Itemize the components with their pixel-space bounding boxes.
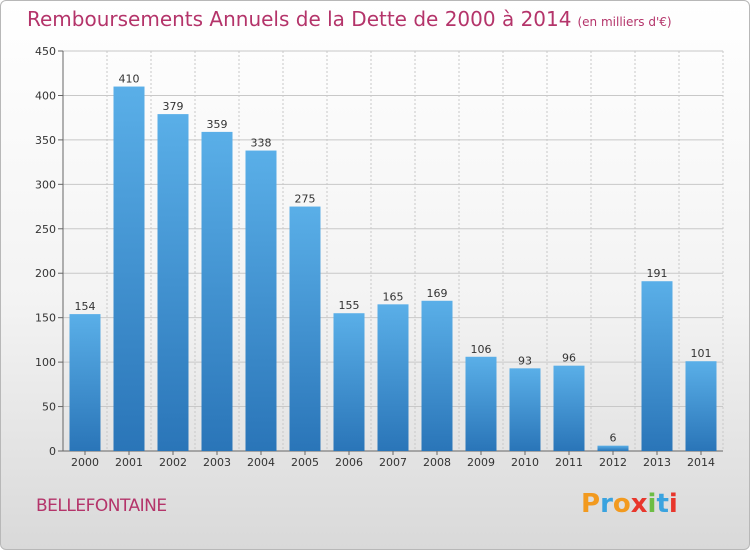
chart-title: Remboursements Annuels de la Dette de 20… — [27, 7, 672, 31]
x-tick-label: 2010 — [511, 456, 539, 469]
x-tick-label: 2014 — [687, 456, 715, 469]
bar-2006 — [333, 313, 365, 451]
x-tick-label: 2013 — [643, 456, 671, 469]
x-tick-label: 2009 — [467, 456, 495, 469]
x-tick-label: 2001 — [115, 456, 143, 469]
x-tick-label: 2000 — [71, 456, 99, 469]
bar-2004 — [245, 150, 277, 452]
data-label: 6 — [610, 432, 617, 445]
bar-2013 — [641, 281, 673, 451]
labels: 0 50 100 150 200 250 300 350 400 450 154 2000 410 200… — [35, 45, 715, 469]
bars — [69, 86, 717, 452]
bar-2012 — [597, 445, 629, 451]
x-tick-label: 2004 — [247, 456, 275, 469]
x-tick-label: 2003 — [203, 456, 231, 469]
data-label: 191 — [647, 267, 668, 280]
city-name: BELLEFONTAINE — [36, 496, 167, 516]
y-tick-label: 50 — [42, 401, 56, 414]
data-label: 165 — [383, 290, 404, 303]
y-tick-label: 200 — [35, 267, 56, 280]
data-label: 359 — [207, 118, 228, 131]
logo-letter: P — [581, 489, 601, 519]
y-tick-label: 450 — [35, 45, 56, 58]
bar-2002 — [157, 114, 189, 451]
logo-letter: i — [647, 489, 657, 519]
data-label: 96 — [562, 352, 576, 365]
logo-letter: x — [630, 489, 648, 519]
bar-2014 — [685, 361, 717, 451]
y-tick-label: 250 — [35, 223, 56, 236]
y-tick-label: 150 — [35, 312, 56, 325]
data-label: 410 — [119, 73, 140, 86]
bar-2011 — [553, 365, 585, 451]
data-label: 154 — [75, 300, 96, 313]
x-tick-label: 2002 — [159, 456, 187, 469]
chart-unit-label: (en milliers d'€) — [577, 15, 672, 29]
x-tick-label: 2007 — [379, 456, 407, 469]
bar-2010 — [509, 368, 541, 451]
data-label: 155 — [339, 299, 360, 312]
y-tick-label: 400 — [35, 89, 56, 102]
x-tick-label: 2012 — [599, 456, 627, 469]
bar-2008 — [421, 300, 453, 451]
bar-2005 — [289, 206, 321, 451]
chart-title-text: Remboursements Annuels de la Dette de 20… — [27, 7, 572, 31]
bar-2009 — [465, 356, 497, 451]
bar-2000 — [69, 314, 101, 451]
data-label: 338 — [251, 137, 272, 150]
logo-letter: r — [600, 489, 613, 519]
logo-letter: o — [612, 489, 631, 519]
data-label: 379 — [163, 100, 184, 113]
x-tick-label: 2005 — [291, 456, 319, 469]
proxiti-logo[interactable]: Proxiti — [581, 489, 678, 519]
data-label: 101 — [691, 347, 712, 360]
data-label: 275 — [295, 193, 316, 206]
logo-letter: t — [656, 489, 669, 519]
x-tick-label: 2008 — [423, 456, 451, 469]
data-label: 106 — [471, 343, 492, 356]
y-tick-label: 300 — [35, 178, 56, 191]
y-tick-label: 100 — [35, 356, 56, 369]
data-label: 169 — [427, 287, 448, 300]
logo-letter: i — [668, 489, 678, 519]
x-tick-label: 2006 — [335, 456, 363, 469]
bar-2001 — [113, 86, 145, 452]
data-label: 93 — [518, 354, 532, 367]
x-tick-label: 2011 — [555, 456, 583, 469]
y-tick-label: 350 — [35, 134, 56, 147]
bar-2003 — [201, 131, 233, 451]
y-tick-label: 0 — [49, 445, 56, 458]
bar-2007 — [377, 304, 409, 451]
